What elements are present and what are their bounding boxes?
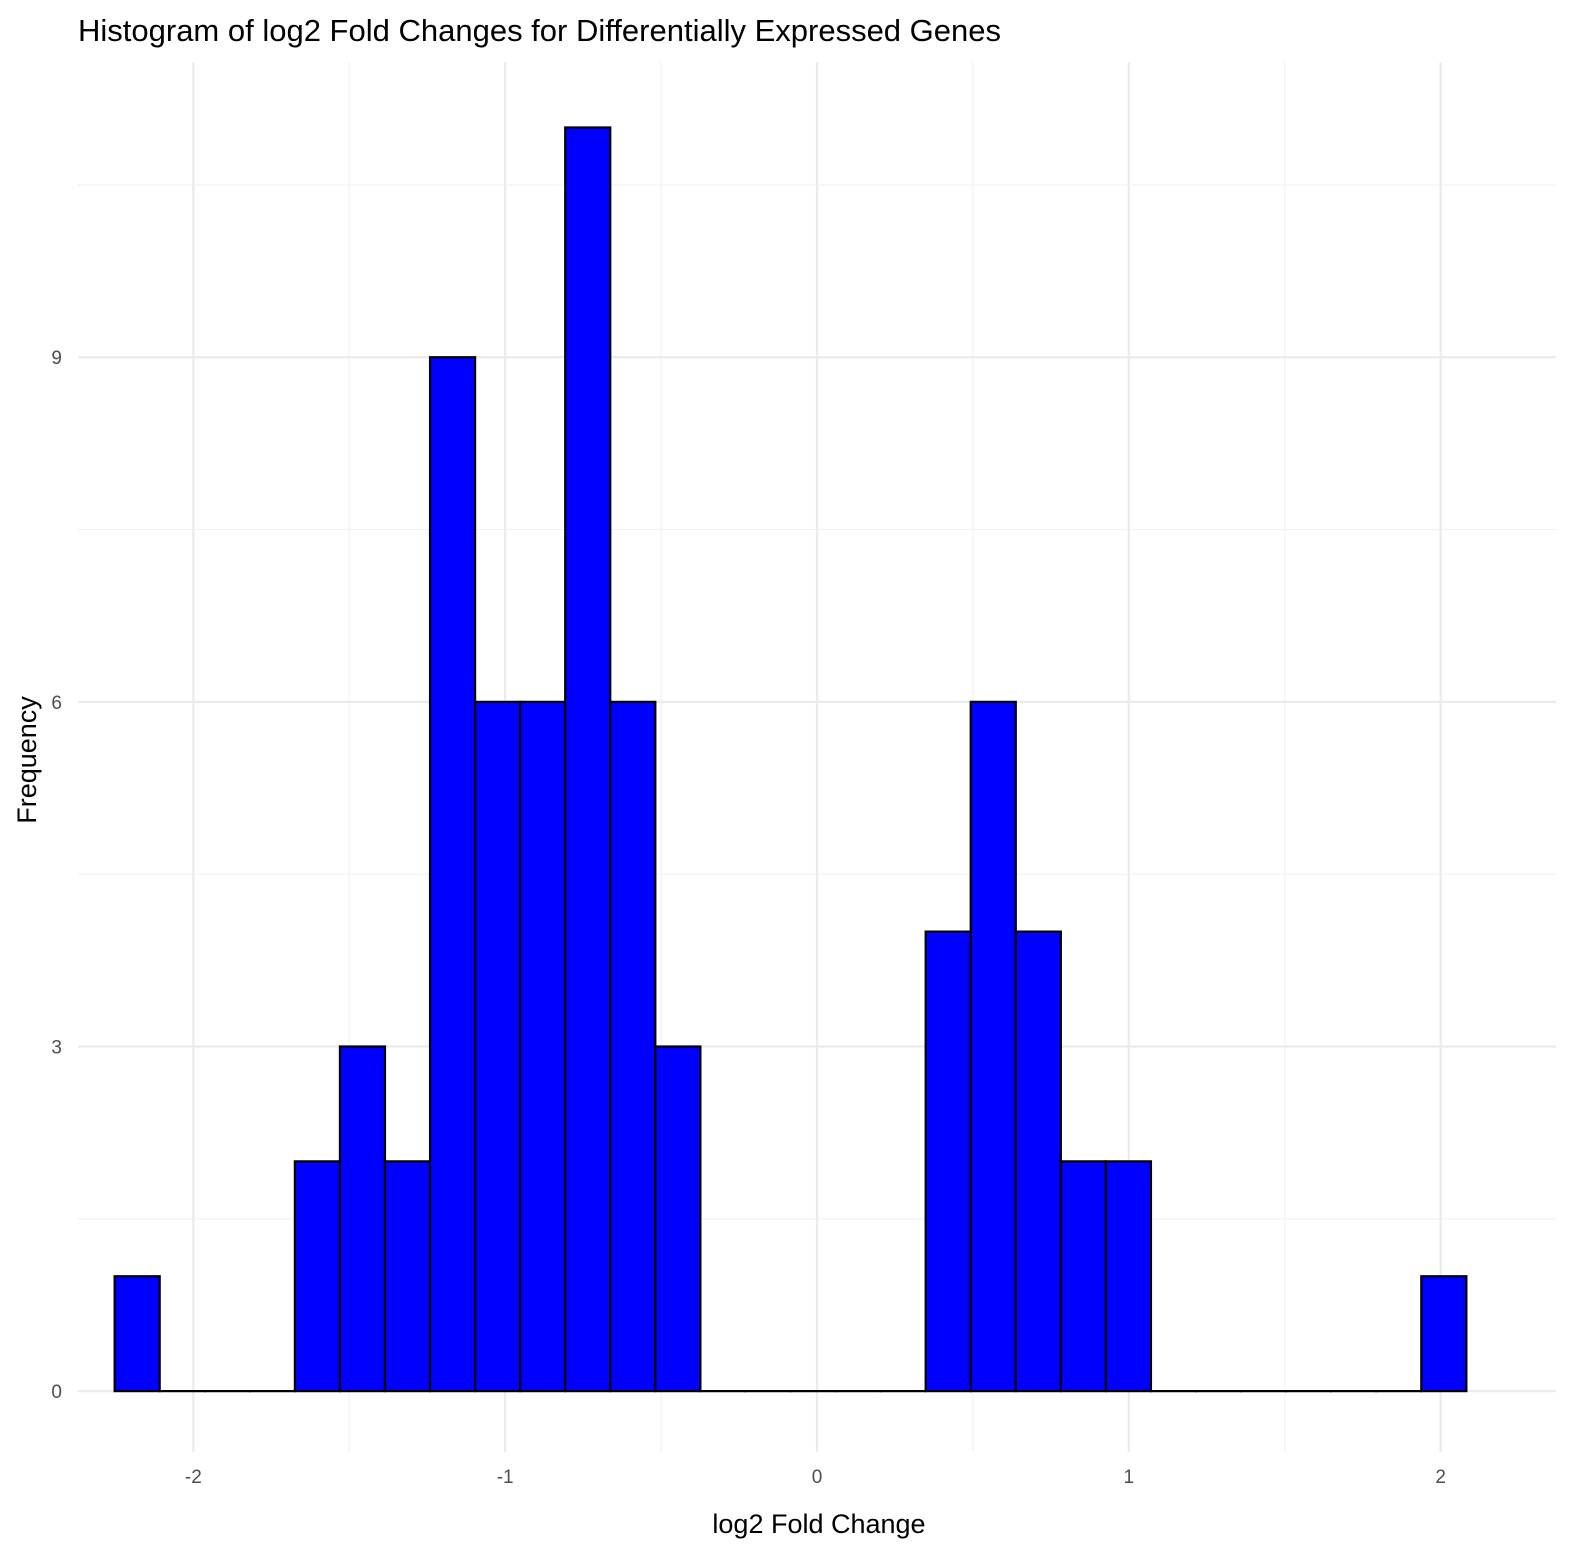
x-axis-title: log2 Fold Change [712,1509,925,1539]
x-tick-label: -1 [497,1467,514,1488]
histogram-bar-9 [473,700,522,1393]
histogram-bar-6 [338,1045,387,1393]
x-tick-label: 2 [1435,1467,1446,1488]
histogram-bar-10 [519,700,567,1393]
x-tick-label: 0 [812,1467,823,1488]
histogram-bar-11 [564,126,612,1393]
histogram-bar-1 [113,1275,161,1393]
histogram-bar-21 [1014,930,1062,1393]
y-tick-label: 0 [51,1382,62,1403]
y-tick-label: 3 [51,1037,62,1058]
histogram-bar-5 [293,1160,342,1393]
bars-layer [113,126,1468,1393]
histogram-bar-23 [1104,1160,1153,1393]
histogram-bar-8 [428,356,477,1393]
y-tick-label: 9 [51,348,62,369]
histogram-bar-19 [924,930,972,1393]
x-tick-label: 1 [1124,1467,1135,1488]
chart-title: Histogram of log2 Fold Changes for Diffe… [78,13,1001,48]
x-tick-label: -2 [185,1467,202,1488]
histogram-bar-30 [1420,1275,1468,1393]
histogram-bar-20 [969,700,1017,1393]
histogram-bar-7 [383,1160,432,1393]
y-tick-label: 6 [51,693,62,714]
ticks-layer: -2 -1 0 1 2 0 3 6 9 [51,348,1445,1488]
y-axis-title: Frequency [12,696,42,824]
histogram-bar-13 [654,1045,702,1393]
histogram-bar-22 [1059,1160,1107,1393]
histogram-bar-12 [609,700,657,1393]
